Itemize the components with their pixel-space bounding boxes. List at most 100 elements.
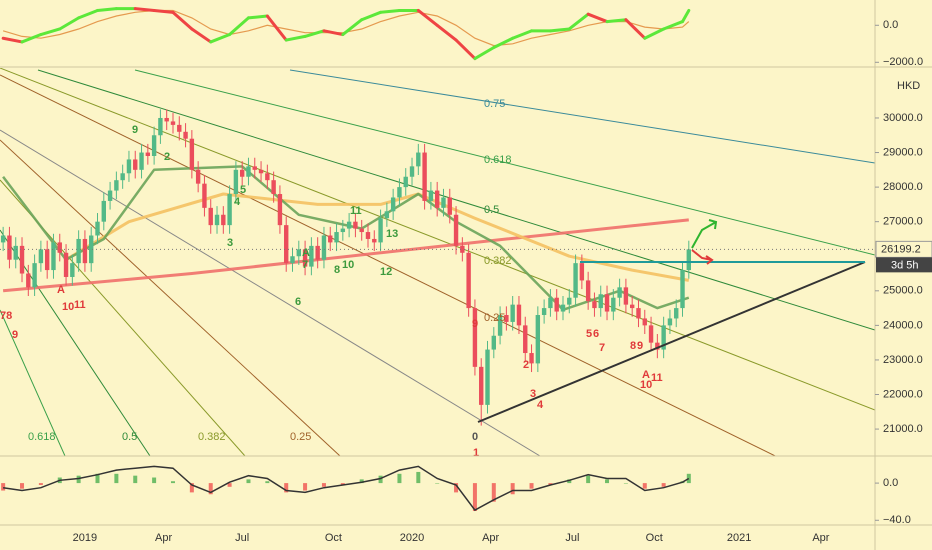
fib-label: 0.618 <box>484 154 512 166</box>
oscillator-segment <box>228 16 250 37</box>
histogram-bar <box>472 483 477 511</box>
y-tick-label: 28000.0 <box>883 181 923 193</box>
annotation: A <box>57 284 65 296</box>
annotation: 9 <box>132 124 138 136</box>
histogram-bar <box>208 483 213 495</box>
fib-label: 0.75 <box>484 98 505 110</box>
candle-body <box>416 152 421 167</box>
y-tick-label: 27000.0 <box>883 216 923 228</box>
oscillator-segment <box>473 45 496 61</box>
candle-body <box>611 297 616 312</box>
candle-body <box>397 187 402 198</box>
candle-body <box>164 117 169 122</box>
oscillator-segment <box>360 10 383 22</box>
countdown-tag <box>876 257 932 273</box>
candle-body <box>57 242 62 253</box>
histogram-bar <box>284 483 289 493</box>
candle-body <box>290 256 295 264</box>
candle-body <box>497 315 503 336</box>
candle-body <box>428 190 434 201</box>
candle-body <box>183 131 188 139</box>
fib-label: 0.618 <box>28 431 56 443</box>
candle-body <box>315 245 320 260</box>
histogram-bar <box>454 483 459 493</box>
oscillator-segment <box>605 18 628 24</box>
candle-body <box>466 252 471 309</box>
annotation: 3 <box>227 237 233 249</box>
candle-body <box>145 152 151 156</box>
candle-body <box>680 270 685 309</box>
x-tick-label: 2021 <box>727 532 751 544</box>
candle-body <box>221 214 226 226</box>
annotation: 7 <box>599 342 605 354</box>
candle-body <box>32 263 37 288</box>
candle-body <box>409 166 415 177</box>
histogram-bar <box>623 483 628 484</box>
candle-body <box>334 232 339 243</box>
oscillator-segment <box>322 29 345 37</box>
fan-line <box>0 74 777 456</box>
histogram-bar <box>227 483 232 487</box>
candle-body <box>472 308 478 367</box>
oscillator-segment <box>20 33 43 44</box>
candle-body <box>479 366 484 405</box>
annotation: 8 <box>630 340 636 352</box>
trend-line <box>477 261 866 423</box>
candle-body <box>151 135 157 156</box>
candle-body <box>353 221 358 229</box>
candle-body <box>447 197 452 215</box>
histogram-bar <box>586 475 591 484</box>
candle-body <box>170 121 176 125</box>
oscillator-segment <box>265 14 288 42</box>
annotation: 4 <box>537 399 544 411</box>
fib-label: 0.382 <box>198 431 226 443</box>
candle-body <box>567 297 572 305</box>
y-tick-label: 0.0 <box>883 477 898 489</box>
x-tick-label: Oct <box>646 532 663 544</box>
candle-body <box>328 235 333 243</box>
histogram-bar <box>114 473 119 484</box>
candle-body <box>239 169 245 177</box>
candle-body <box>623 287 629 305</box>
oscillator-segment <box>133 7 156 12</box>
oscillator-segment <box>662 20 685 31</box>
y-tick-label: 22000.0 <box>883 388 923 400</box>
histogram-bar <box>529 483 534 489</box>
fib-label: 0.25 <box>484 312 505 324</box>
y-tick-label: 0.0 <box>883 19 898 31</box>
moving-average <box>2 218 689 293</box>
candle-body <box>158 117 163 136</box>
candle-body <box>321 235 327 260</box>
histogram-bar <box>397 473 402 484</box>
candle-body <box>70 263 75 277</box>
drawings <box>477 219 866 423</box>
candle-body <box>19 245 25 274</box>
candle-body <box>573 263 578 298</box>
oscillator-segment <box>548 27 571 33</box>
arrow-up <box>691 219 718 249</box>
y-tick-label: 24000.0 <box>883 319 923 331</box>
candle-body <box>38 249 44 264</box>
candle-body <box>541 308 547 316</box>
histogram-bar <box>548 483 553 485</box>
annotation: A <box>302 247 310 259</box>
candle-body <box>636 308 641 319</box>
candle-body <box>378 218 383 243</box>
x-tick-label: Apr <box>812 532 829 544</box>
annotation: 5 <box>586 328 592 340</box>
histogram-bar <box>95 473 100 484</box>
currency: HKD <box>897 80 920 92</box>
moving-average <box>2 165 690 312</box>
candle-body <box>309 245 314 267</box>
histogram-bar <box>189 483 194 493</box>
annotation: 9 <box>472 318 478 330</box>
candle-body <box>667 318 673 326</box>
candle-body <box>390 197 396 212</box>
oscillator-segment <box>492 36 515 49</box>
annotation: 1 <box>473 447 479 459</box>
candle-body <box>523 325 528 354</box>
candle-body <box>340 228 346 233</box>
candle-body <box>95 221 100 236</box>
candle-body <box>560 304 566 312</box>
